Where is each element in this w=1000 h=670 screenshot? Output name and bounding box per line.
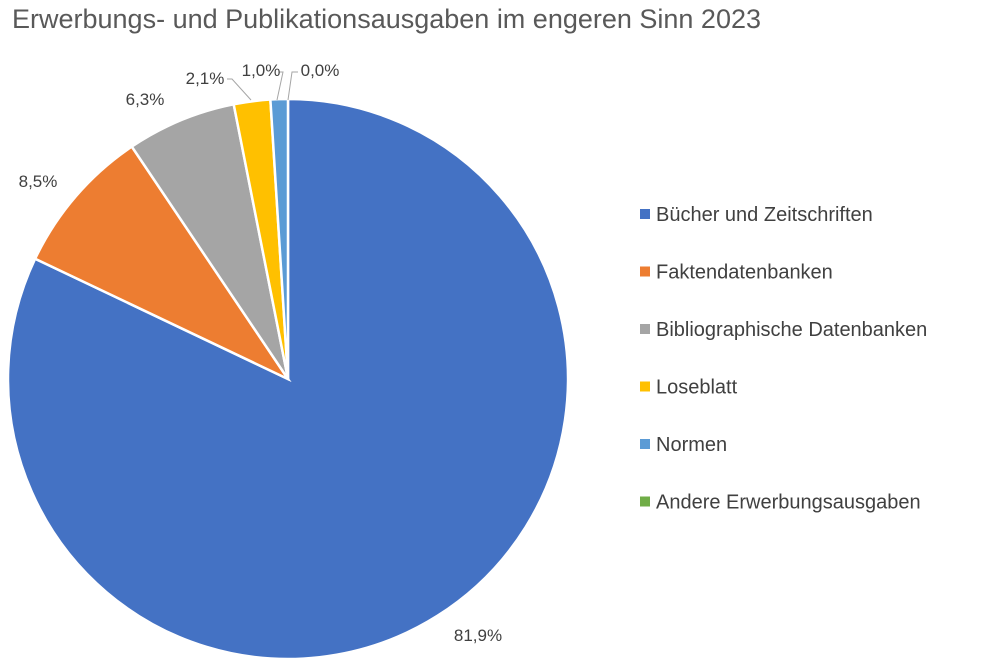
legend-label-buecher-und-zeitschriften: Bücher und Zeitschriften <box>656 204 873 226</box>
legend-swatch-bibliographische-datenbanken <box>640 324 650 334</box>
leader-line-loseblatt <box>227 78 252 101</box>
legend-swatch-buecher-und-zeitschriften <box>640 209 650 219</box>
leader-line-andere-erwerbungsausgaben <box>287 71 298 101</box>
legend-label-faktendatenbanken: Faktendatenbanken <box>656 262 833 284</box>
data-label-andere-erwerbungsausgaben: 0,0% <box>301 61 340 80</box>
data-label-bibliographische-datenbanken: 6,3% <box>126 90 165 109</box>
legend: Bücher und Zeitschriften Faktendatenbanke… <box>640 204 927 514</box>
chart-title: Erwerbungs- und Publikationsausgaben im … <box>12 4 761 34</box>
data-label-normen: 1,0% <box>242 61 281 80</box>
data-label-faktendatenbanken: 8,5% <box>19 172 58 191</box>
pie-slice-buecher-und-zeitschriften <box>6 97 570 661</box>
legend-label-bibliographische-datenbanken: Bibliographische Datenbanken <box>656 319 927 341</box>
legend-swatch-faktendatenbanken <box>640 266 650 277</box>
legend-label-loseblatt: Loseblatt <box>656 377 738 399</box>
pie-slices <box>6 97 570 661</box>
legend-label-normen: Normen <box>656 434 727 456</box>
legend-swatch-normen <box>640 439 650 449</box>
data-labels: 81,9% 8,5% 6,3% 2,1% 1,0% 0,0% <box>19 61 502 645</box>
legend-swatch-andere-erwerbungsausgaben <box>640 496 650 507</box>
data-label-buecher-und-zeitschriften: 81,9% <box>454 626 502 645</box>
label-leader-lines <box>227 71 298 101</box>
data-label-loseblatt: 2,1% <box>186 69 225 88</box>
pie-slice-faktendatenbanken <box>33 144 292 383</box>
leader-line-normen <box>276 71 284 101</box>
legend-label-andere-erwerbungsausgaben: Andere Erwerbungsausgaben <box>656 492 921 514</box>
legend-swatch-loseblatt <box>640 381 650 392</box>
